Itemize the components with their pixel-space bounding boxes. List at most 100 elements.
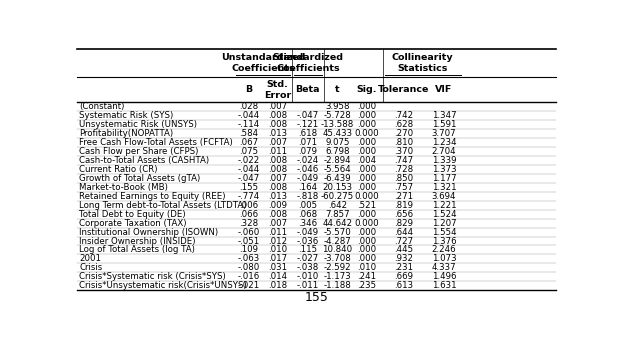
Text: .000: .000 (357, 255, 376, 264)
Text: 1.207: 1.207 (431, 218, 456, 228)
Text: Sig.: Sig. (357, 85, 377, 94)
Text: .005: .005 (298, 201, 318, 210)
Text: .747: .747 (394, 156, 413, 165)
Text: 7.857: 7.857 (325, 209, 350, 219)
Text: -4.287: -4.287 (324, 237, 352, 246)
Text: 1.524: 1.524 (431, 209, 456, 219)
Text: 20.153: 20.153 (323, 183, 353, 192)
Text: .271: .271 (394, 192, 413, 201)
Text: .155: .155 (239, 183, 258, 192)
Text: Crisis*Systematic risk (Crisis*SYS): Crisis*Systematic risk (Crisis*SYS) (79, 272, 226, 281)
Text: .007: .007 (268, 102, 287, 111)
Text: -5.570: -5.570 (324, 228, 352, 237)
Text: .613: .613 (394, 281, 413, 290)
Text: Total Debt to Equity (DE): Total Debt to Equity (DE) (79, 209, 186, 219)
Text: .008: .008 (268, 209, 287, 219)
Text: .231: .231 (394, 264, 413, 272)
Text: .031: .031 (268, 264, 287, 272)
Text: -.027: -.027 (297, 255, 319, 264)
Text: -.022: -.022 (237, 156, 260, 165)
Text: -5.564: -5.564 (324, 165, 352, 174)
Text: .008: .008 (268, 183, 287, 192)
Text: -3.708: -3.708 (324, 255, 352, 264)
Text: 0.000: 0.000 (355, 129, 379, 138)
Text: .011: .011 (268, 228, 287, 237)
Text: .018: .018 (268, 281, 287, 290)
Text: -.046: -.046 (297, 165, 319, 174)
Text: .346: .346 (298, 218, 318, 228)
Text: 10.840: 10.840 (323, 246, 353, 255)
Text: Profitability(NOPATTA): Profitability(NOPATTA) (79, 129, 173, 138)
Text: .013: .013 (268, 192, 287, 201)
Text: .628: .628 (394, 120, 413, 129)
Text: .008: .008 (268, 156, 287, 165)
Text: Insider Ownership (INSIDE): Insider Ownership (INSIDE) (79, 237, 196, 246)
Text: .007: .007 (268, 218, 287, 228)
Text: .829: .829 (394, 218, 413, 228)
Text: .008: .008 (268, 111, 287, 120)
Text: 1.376: 1.376 (431, 237, 456, 246)
Text: 2.246: 2.246 (431, 246, 456, 255)
Text: -1.188: -1.188 (324, 281, 352, 290)
Text: .004: .004 (357, 156, 376, 165)
Text: 1.339: 1.339 (431, 156, 456, 165)
Text: Systematic Risk (SYS): Systematic Risk (SYS) (79, 111, 174, 120)
Text: 1.373: 1.373 (431, 165, 456, 174)
Text: .028: .028 (239, 102, 258, 111)
Text: .742: .742 (394, 111, 413, 120)
Text: .932: .932 (394, 255, 413, 264)
Text: .000: .000 (357, 138, 376, 147)
Text: -.024: -.024 (297, 156, 319, 165)
Text: Unsystematic Risk (UNSYS): Unsystematic Risk (UNSYS) (79, 120, 197, 129)
Text: .079: .079 (298, 147, 318, 156)
Text: .075: .075 (239, 147, 258, 156)
Text: .445: .445 (394, 246, 413, 255)
Text: .115: .115 (298, 246, 318, 255)
Text: .000: .000 (357, 237, 376, 246)
Text: -.049: -.049 (297, 174, 319, 183)
Text: Cash-to-Total Assets (CASHTA): Cash-to-Total Assets (CASHTA) (79, 156, 210, 165)
Text: -.047: -.047 (237, 174, 260, 183)
Text: .066: .066 (239, 209, 258, 219)
Text: 155: 155 (305, 291, 329, 303)
Text: .007: .007 (268, 174, 287, 183)
Text: -.060: -.060 (237, 228, 260, 237)
Text: -.818: -.818 (297, 192, 319, 201)
Text: -.049: -.049 (297, 228, 319, 237)
Text: .810: .810 (394, 138, 413, 147)
Text: .009: .009 (268, 201, 287, 210)
Text: .068: .068 (298, 209, 318, 219)
Text: 3.707: 3.707 (431, 129, 456, 138)
Text: .618: .618 (298, 129, 318, 138)
Text: .013: .013 (268, 129, 287, 138)
Text: Standardized
Coefficients: Standardized Coefficients (273, 53, 344, 73)
Text: .000: .000 (357, 228, 376, 237)
Text: .006: .006 (239, 201, 258, 210)
Text: t: t (335, 85, 340, 94)
Text: .819: .819 (394, 201, 413, 210)
Text: 1.631: 1.631 (431, 281, 456, 290)
Text: -.063: -.063 (237, 255, 260, 264)
Text: .109: .109 (239, 246, 258, 255)
Text: .014: .014 (268, 272, 287, 281)
Text: -.038: -.038 (297, 264, 319, 272)
Text: .000: .000 (357, 102, 376, 111)
Text: -6.439: -6.439 (324, 174, 352, 183)
Text: Institutional Ownership (ISOWN): Institutional Ownership (ISOWN) (79, 228, 218, 237)
Text: .011: .011 (268, 147, 287, 156)
Text: Long Term debt-to-Total Assets (LTDTA): Long Term debt-to-Total Assets (LTDTA) (79, 201, 247, 210)
Text: .008: .008 (268, 120, 287, 129)
Text: -.010: -.010 (297, 272, 319, 281)
Text: .000: .000 (357, 174, 376, 183)
Text: 9.075: 9.075 (325, 138, 350, 147)
Text: 1.591: 1.591 (431, 120, 456, 129)
Text: -13.588: -13.588 (321, 120, 354, 129)
Text: 2.704: 2.704 (431, 147, 456, 156)
Text: VIF: VIF (435, 85, 452, 94)
Text: .000: .000 (357, 246, 376, 255)
Text: .071: .071 (298, 138, 318, 147)
Text: (Constant): (Constant) (79, 102, 125, 111)
Text: -.080: -.080 (237, 264, 260, 272)
Text: .656: .656 (394, 209, 413, 219)
Text: 4.337: 4.337 (431, 264, 456, 272)
